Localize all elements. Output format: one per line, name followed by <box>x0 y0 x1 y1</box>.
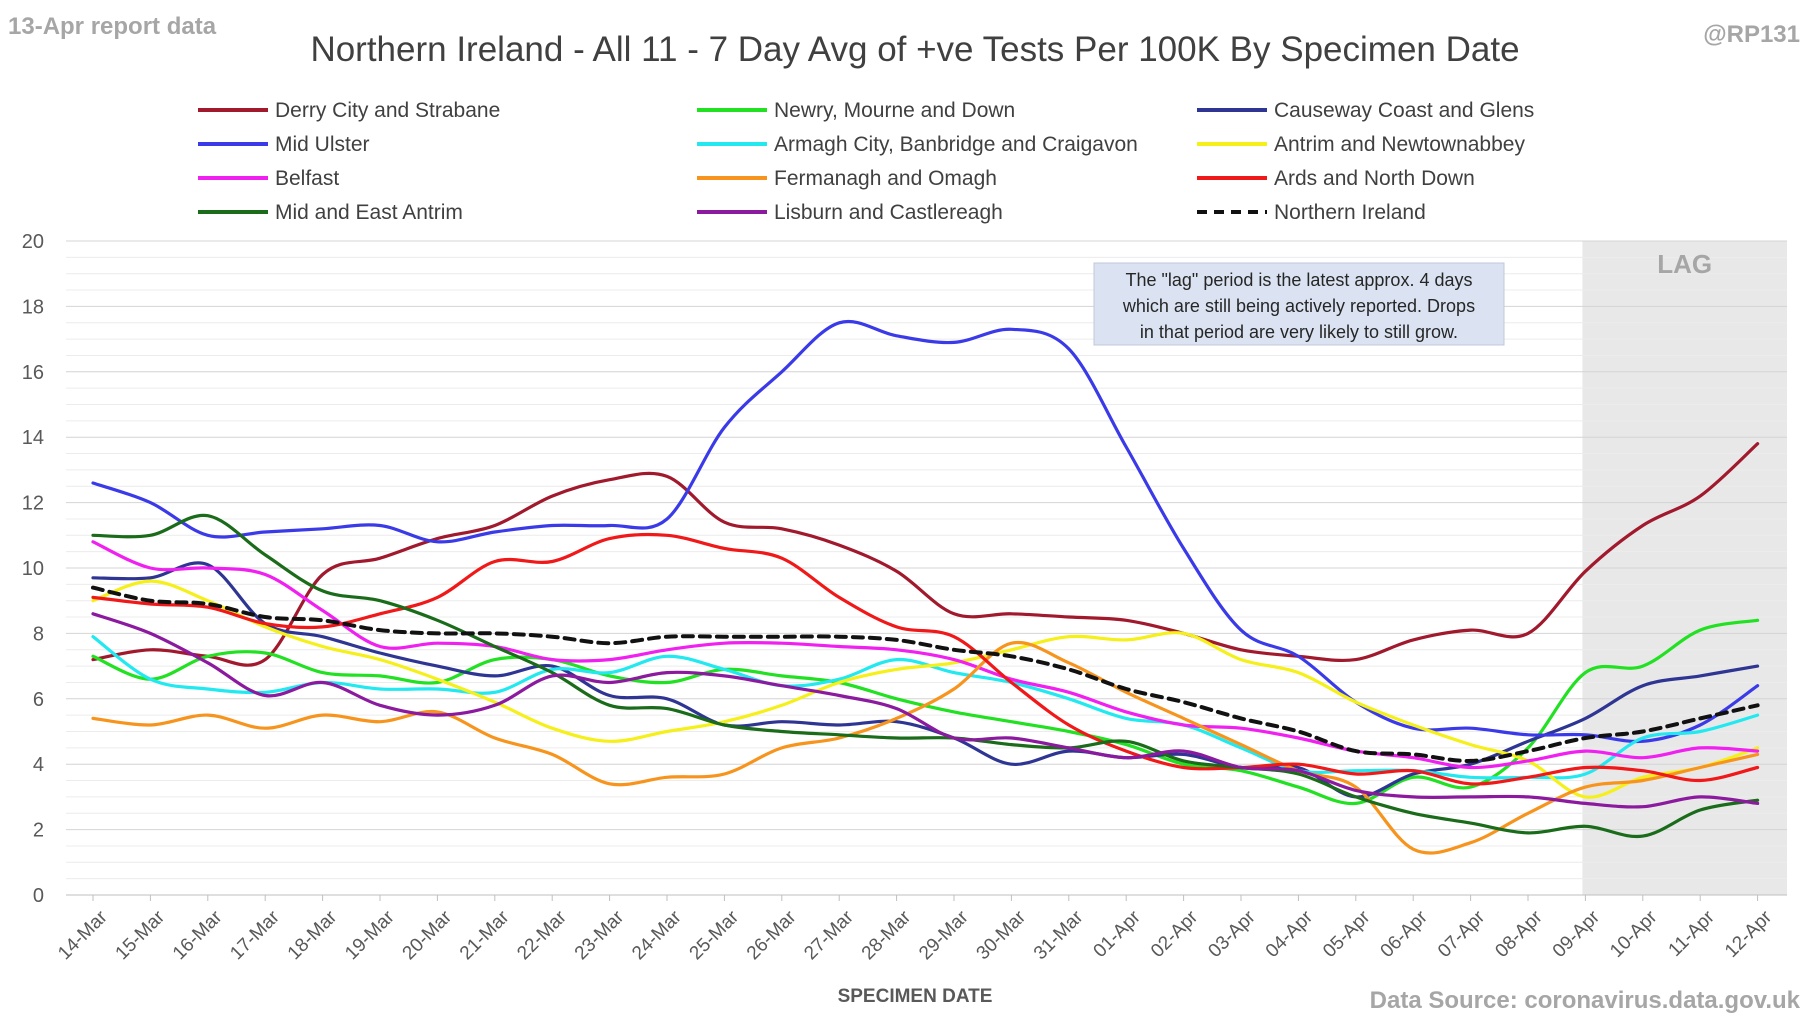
series-line-armagh-city-banbridge-and-craigavon <box>91 635 1760 780</box>
series-line-derry-city-and-strabane <box>91 442 1760 667</box>
y-tick-label: 12 <box>22 493 44 515</box>
y-tick-label: 4 <box>33 754 44 776</box>
series-line-belfast <box>91 540 1760 770</box>
series-line-newry-mourne-and-down <box>91 618 1760 806</box>
y-tick-label: 8 <box>33 623 44 645</box>
series-line-antrim-and-newtownabbey <box>91 579 1760 799</box>
legend-label: Ards and North Down <box>1274 167 1475 190</box>
legend-item-northern-ireland: Northern Ireland <box>1197 201 1426 224</box>
report-date-label: 13-Apr report data <box>8 13 217 40</box>
series-line-lisburn-and-castlereagh <box>91 612 1760 809</box>
legend-label: Fermanagh and Omagh <box>774 167 997 190</box>
legend-label: Derry City and Strabane <box>275 99 500 122</box>
legend-item-mid-and-east-antrim: Mid and East Antrim <box>198 201 463 224</box>
legend-item-ards-and-north-down: Ards and North Down <box>1197 167 1475 190</box>
y-tick-label: 16 <box>22 362 44 384</box>
series-line-causeway-coast-and-glens <box>91 561 1760 799</box>
legend-item-mid-ulster: Mid Ulster <box>198 133 370 156</box>
lag-label: LAG <box>1657 249 1712 279</box>
y-tick-label: 14 <box>22 427 44 449</box>
y-tick-label: 2 <box>33 820 44 842</box>
legend-item-armagh-city-banbridge-and-craigavon: Armagh City, Banbridge and Craigavon <box>697 133 1138 156</box>
lag-note-line-1: The "lag" period is the latest approx. 4… <box>1126 270 1473 290</box>
lag-note-box <box>1093 262 1505 346</box>
legend-label: Newry, Mourne and Down <box>774 99 1015 122</box>
legend-item-fermanagh-and-omagh: Fermanagh and Omagh <box>697 167 997 190</box>
y-tick-label: 6 <box>33 689 44 711</box>
legend-label: Mid Ulster <box>275 133 370 156</box>
legend-label: Northern Ireland <box>1274 201 1426 224</box>
legend-item-newry-mourne-and-down: Newry, Mourne and Down <box>697 99 1015 122</box>
series-line-mid-ulster <box>91 319 1760 744</box>
legend-label: Causeway Coast and Glens <box>1274 99 1534 122</box>
y-tick-label: 18 <box>22 296 44 318</box>
legend-item-causeway-coast-and-glens: Causeway Coast and Glens <box>1197 99 1534 122</box>
legend-label: Antrim and Newtownabbey <box>1274 133 1525 156</box>
series-lines <box>91 319 1760 855</box>
y-tick-label: 0 <box>33 885 44 907</box>
x-axis-label: SPECIMEN DATE <box>838 986 993 1007</box>
legend-item-belfast: Belfast <box>198 167 339 190</box>
legend: Derry City and Strabane Newry, Mourne and… <box>198 99 1534 224</box>
chart-title: Northern Ireland - All 11 - 7 Day Avg of… <box>310 30 1519 69</box>
legend-label: Lisburn and Castlereagh <box>774 201 1003 224</box>
series-line-fermanagh-and-omagh <box>91 640 1760 855</box>
author-handle: @RP131 <box>1703 21 1800 48</box>
lag-note-line-2: which are still being actively reported.… <box>1122 296 1475 316</box>
legend-item-lisburn-and-castlereagh: Lisburn and Castlereagh <box>697 201 1003 224</box>
series-line-ards-and-north-down <box>91 532 1760 786</box>
lag-note: The "lag" period is the latest approx. 4… <box>1093 262 1505 346</box>
lag-note-line-3: in that period are very likely to still … <box>1140 322 1458 342</box>
y-tick-label: 20 <box>22 231 44 253</box>
legend-item-derry-city-and-strabane: Derry City and Strabane <box>198 99 500 122</box>
legend-item-antrim-and-newtownabbey: Antrim and Newtownabbey <box>1197 133 1525 156</box>
legend-label: Belfast <box>275 167 339 190</box>
series-line-northern-ireland <box>91 585 1760 763</box>
legend-label: Mid and East Antrim <box>275 201 463 224</box>
data-source: Data Source: coronavirus.data.gov.uk <box>1370 987 1801 1014</box>
series-line-mid-and-east-antrim <box>91 513 1760 839</box>
y-tick-label: 10 <box>22 558 44 580</box>
legend-label: Armagh City, Banbridge and Craigavon <box>774 133 1138 156</box>
